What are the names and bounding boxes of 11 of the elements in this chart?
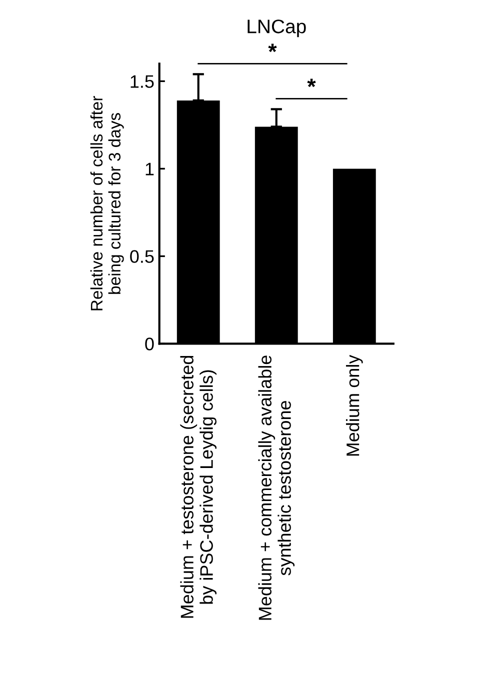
text: * (268, 44, 277, 52)
y-tick-label: 0 (145, 338, 154, 350)
x-tick-label: Medium only (346, 354, 363, 456)
y-axis-title: Relative number of cells after being cultured for 3 days (90, 96, 124, 310)
x-tick-label: Medium + testosterone (secreted by iPSC-derived Leydig cells) (180, 356, 217, 618)
y-tick-label: 0.5 (130, 250, 154, 263)
annotation: * (307, 78, 316, 88)
chart-title: LNCap (248, 20, 306, 38)
x-tick-label: Medium + commercially available synthetic testosterone (258, 356, 295, 620)
y-tick-label: 1 (146, 162, 154, 176)
y-tick-label: 1.5 (130, 75, 154, 88)
